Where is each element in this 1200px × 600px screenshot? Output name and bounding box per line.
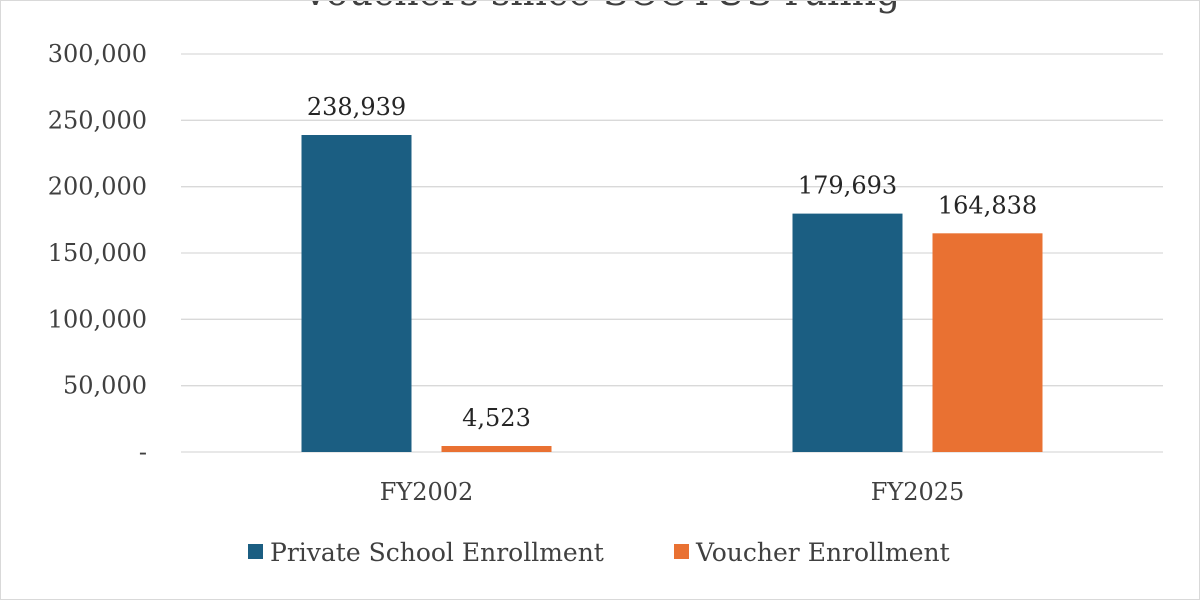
x-tick-label: FY2025	[871, 478, 965, 506]
y-tick-label: -	[139, 438, 147, 466]
legend-swatch-1	[674, 544, 689, 559]
y-tick-label: 300,000	[48, 40, 147, 68]
bar-FY2025-1	[932, 233, 1043, 452]
y-tick-label: 150,000	[48, 239, 147, 267]
bar-FY2025-0	[792, 213, 903, 452]
bars	[301, 135, 1043, 452]
bar-FY2002-0	[301, 135, 412, 452]
x-axis-category-labels: FY2002 FY2025	[380, 478, 965, 506]
data-label: 238,939	[307, 93, 406, 121]
x-tick-label: FY2002	[380, 478, 474, 506]
data-label: 164,838	[938, 191, 1037, 219]
y-tick-label: 50,000	[63, 372, 147, 400]
y-tick-label: 200,000	[48, 173, 147, 201]
data-labels: 238,939 4,523 179,693 164,838	[307, 93, 1037, 432]
data-label: 179,693	[798, 172, 897, 200]
legend: Private School Enrollment Voucher Enrollm…	[248, 538, 950, 567]
bar-FY2002-1	[441, 445, 552, 452]
data-label: 4,523	[462, 404, 531, 432]
y-tick-label: 250,000	[48, 106, 147, 134]
y-axis-tick-labels: - 50,000 100,000 150,000 200,000 250,000 300,0…	[48, 40, 147, 466]
chart-title: Vouchers since SCOTUS ruling	[301, 1, 901, 14]
y-tick-label: 100,000	[48, 305, 147, 333]
legend-label-0: Private School Enrollment	[270, 538, 604, 567]
legend-label-1: Voucher Enrollment	[695, 538, 950, 567]
legend-swatch-0	[248, 544, 263, 559]
